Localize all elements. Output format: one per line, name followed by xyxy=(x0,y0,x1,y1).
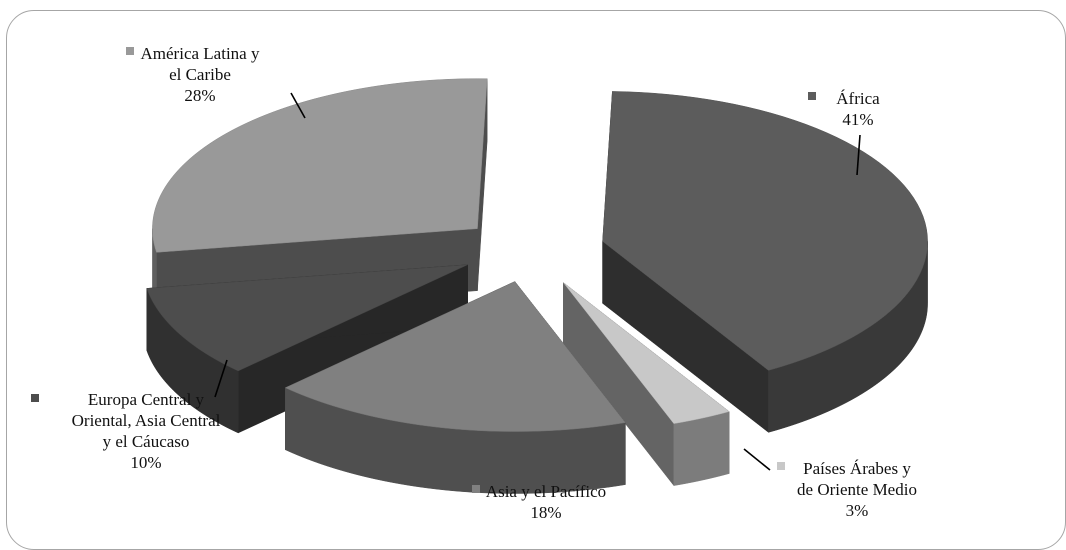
label-4: América Latina y el Caribe 28% xyxy=(126,44,306,119)
label-text-3-3: 10% xyxy=(130,453,161,472)
label-text-2-0: Asia y el Pacífico xyxy=(486,482,606,501)
label-text-4-1: el Caribe xyxy=(169,65,231,84)
slice-outer-1-0 xyxy=(673,411,730,486)
label-text-3-1: Oriental, Asia Central xyxy=(72,411,221,430)
label-text-3-2: y el Cáucaso xyxy=(103,432,190,451)
slice-0 xyxy=(602,91,928,371)
label-0: África 41% xyxy=(808,89,880,176)
legend-key-2 xyxy=(472,485,480,493)
slice-2 xyxy=(284,281,626,432)
label-text-0-0: África xyxy=(836,89,880,108)
data-labels: África 41% Países Árabes y de Oriente Medio… xyxy=(31,44,917,522)
label-text-4-0: América Latina y xyxy=(141,44,260,63)
leader-line-3 xyxy=(214,359,228,398)
leader-line-4 xyxy=(290,92,306,119)
slice-1 xyxy=(563,282,730,424)
label-1: Países Árabes y de Oriente Medio 3% xyxy=(743,448,917,520)
label-text-1-2: 3% xyxy=(846,501,869,520)
legend-key-4 xyxy=(126,47,134,55)
leader-line-1 xyxy=(743,448,771,471)
label-text-0-1: 41% xyxy=(842,110,873,129)
label-text-1-0: Países Árabes y xyxy=(803,459,911,478)
legend-key-1 xyxy=(777,462,785,470)
pie-chart: África 41% Países Árabes y de Oriente Medio… xyxy=(31,44,928,522)
slice-4 xyxy=(152,78,488,253)
legend-key-3 xyxy=(31,394,39,402)
slice-3 xyxy=(146,264,468,372)
label-text-2-1: 18% xyxy=(530,503,561,522)
slice-tops xyxy=(146,78,928,432)
label-text-1-1: de Oriente Medio xyxy=(797,480,917,499)
label-text-4-2: 28% xyxy=(184,86,215,105)
legend-key-0 xyxy=(808,92,816,100)
label-3: Europa Central y Oriental, Asia Central y … xyxy=(31,359,228,472)
leader-line-0 xyxy=(856,134,861,176)
label-2: Asia y el Pacífico 18% xyxy=(472,482,606,522)
label-text-3-0: Europa Central y xyxy=(88,390,205,409)
